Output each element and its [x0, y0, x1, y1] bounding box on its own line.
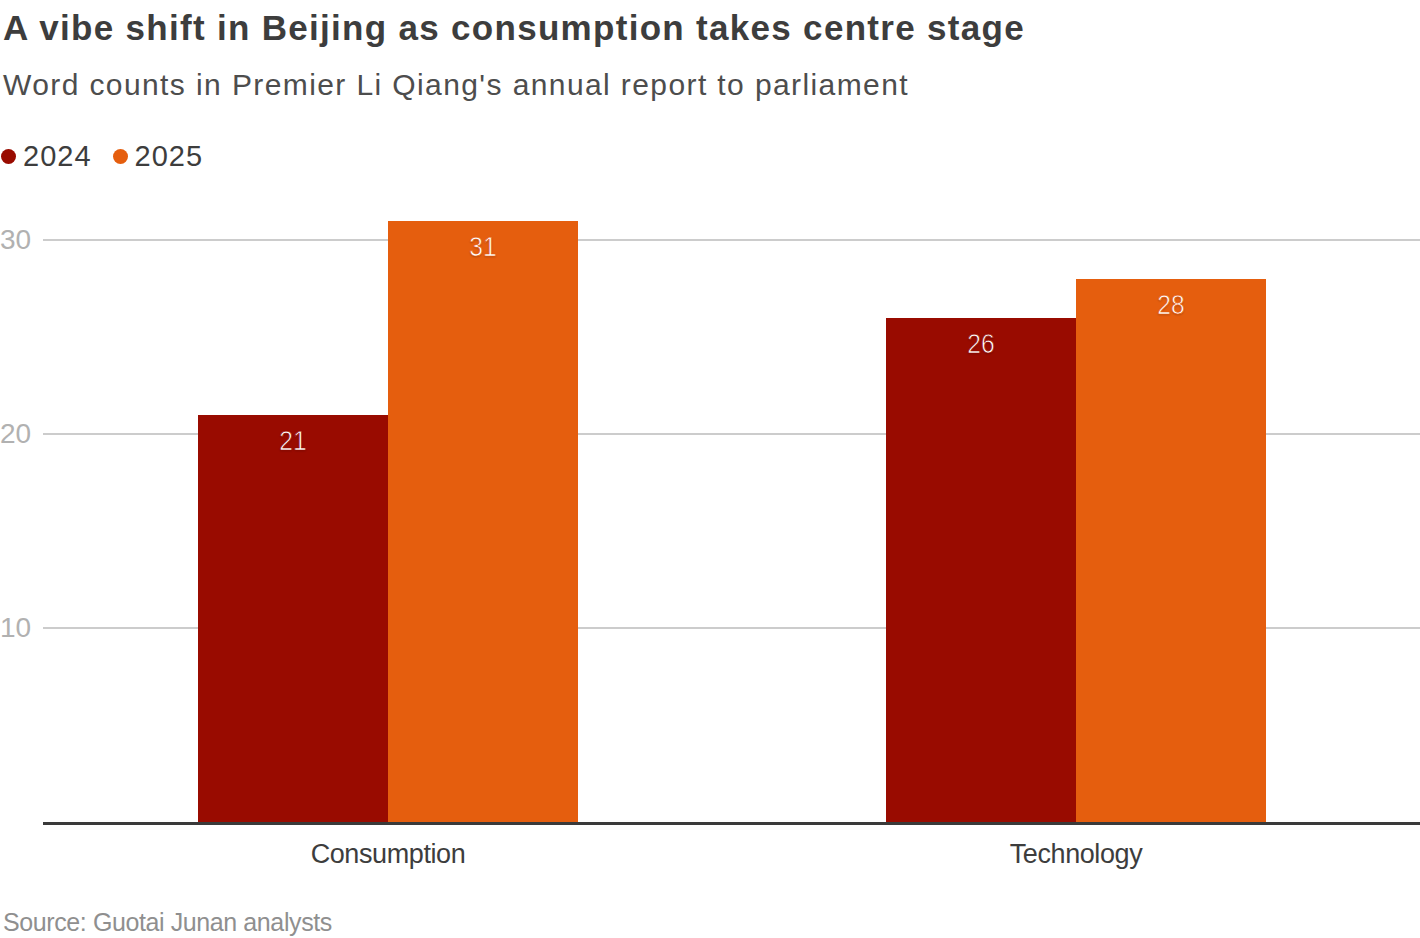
- x-axis-line: [43, 822, 1420, 825]
- bar-2024-technology: [886, 318, 1076, 822]
- category-label-consumption: Consumption: [311, 839, 466, 870]
- legend-dot-2024: [1, 149, 16, 164]
- value-label-2025-technology: 28: [1087, 289, 1254, 321]
- y-tick-label-30: 30: [0, 224, 31, 256]
- legend-dot-2025: [113, 149, 128, 164]
- legend-label: 2025: [135, 140, 204, 173]
- chart-title: A vibe shift in Beijing as consumption t…: [3, 8, 1025, 48]
- bar-2025-consumption: [388, 221, 578, 822]
- value-label-2025-consumption: 31: [399, 231, 566, 263]
- source-note: Source: Guotai Junan analysts: [3, 908, 332, 937]
- chart-legend: 2024 2025: [1, 140, 203, 173]
- legend-label: 2024: [23, 140, 92, 173]
- legend-item-2025: 2025: [113, 140, 204, 173]
- legend-item-2024: 2024: [1, 140, 92, 173]
- bar-2024-consumption: [198, 415, 388, 822]
- value-label-2024-technology: 26: [897, 328, 1064, 360]
- y-tick-label-10: 10: [0, 612, 31, 644]
- value-label-2024-consumption: 21: [209, 425, 376, 457]
- chart-page: A vibe shift in Beijing as consumption t…: [0, 0, 1420, 938]
- bar-2025-technology: [1076, 279, 1266, 822]
- chart-subtitle: Word counts in Premier Li Qiang's annual…: [3, 68, 909, 102]
- category-label-technology: Technology: [1010, 839, 1143, 870]
- gridline-30: [43, 239, 1420, 241]
- y-tick-label-20: 20: [0, 418, 31, 450]
